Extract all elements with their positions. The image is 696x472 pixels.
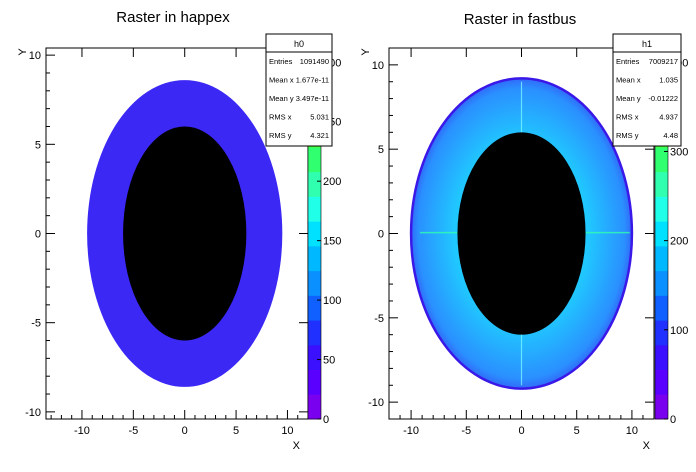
palette-band: [655, 270, 668, 296]
stats-row-label: RMS x: [616, 113, 639, 122]
z-tick-label: 0: [323, 414, 329, 426]
x-tick-label: 0: [182, 425, 188, 437]
inner-hole-region: [123, 126, 247, 341]
palette-band: [308, 320, 321, 346]
palette-band: [308, 146, 321, 173]
x-tick-label: 5: [233, 425, 239, 437]
x-tick-label: 10: [281, 425, 293, 437]
stats-row-value: 5.031: [310, 113, 329, 122]
y-tick-label: -5: [374, 313, 384, 325]
palette-band: [308, 295, 321, 321]
palette-band: [308, 394, 321, 420]
y-tick-label: 5: [35, 139, 41, 151]
stats-row-value: -0.01222: [648, 94, 678, 103]
stats-row-value: 1.677e-11: [296, 76, 329, 85]
y-axis-label: Y: [17, 48, 29, 56]
palette-band: [308, 221, 321, 247]
stats-row-label: Mean y: [616, 94, 641, 103]
x-tick-label: -10: [403, 425, 419, 437]
stats-row-value: 1091490: [300, 57, 329, 66]
palette-band: [655, 369, 668, 395]
chart-panel-1: Raster in fastbus -10 -5 0 5 10 -10 -5 0 5 10 X Y 0 10…: [360, 11, 688, 452]
stats-row-label: RMS x: [269, 113, 292, 122]
palette-band: [308, 245, 321, 272]
x-tick-label: 0: [518, 425, 524, 437]
stats-row-value: 4.937: [659, 113, 678, 122]
stats-histogram-name: h0: [294, 39, 304, 49]
palette-band: [655, 171, 668, 197]
palette-band: [655, 295, 668, 321]
palette-band: [308, 344, 321, 371]
palette-band: [655, 221, 668, 247]
palette-band: [655, 344, 668, 371]
y-tick-label: 10: [29, 50, 41, 62]
palette-band: [308, 171, 321, 197]
stats-box-frame: [265, 33, 333, 147]
palette-band: [308, 369, 321, 395]
z-tick-label: 200: [670, 236, 688, 248]
z-tick-label: 100: [323, 295, 341, 307]
inner-hole-region: [457, 132, 586, 335]
stats-row-value: 4.321: [310, 131, 329, 140]
x-tick-label: -5: [461, 425, 471, 437]
stats-row-value: 3.497e-11: [296, 94, 329, 103]
palette-band: [308, 196, 321, 222]
stats-row-value: 1.035: [659, 76, 678, 85]
stats-row-label: Entries: [269, 57, 293, 66]
palette-band: [308, 270, 321, 296]
y-tick-label: -5: [31, 318, 41, 330]
palette-band: [655, 394, 668, 420]
z-tick-label: 150: [323, 236, 341, 248]
stats-row-label: Mean x: [269, 76, 294, 85]
stats-row-label: RMS y: [616, 131, 639, 140]
x-axis-label: X: [643, 440, 651, 452]
y-axis-label: Y: [360, 48, 372, 56]
y-tick-label: -10: [25, 407, 41, 419]
stats-histogram-name: h1: [642, 39, 652, 49]
z-tick-label: 100: [670, 325, 688, 337]
chart-panel-0: Raster in happex-10 -5 0 5 10-10-50510XY0501…: [17, 9, 341, 452]
chart-title: Raster in fastbus: [464, 11, 577, 28]
y-tick-label: 5: [378, 144, 384, 156]
z-tick-label: 300: [670, 146, 688, 158]
x-axis-label: X: [293, 440, 301, 452]
stats-row-label: Entries: [616, 57, 640, 66]
x-tick-label: 10: [626, 425, 638, 437]
palette-band: [655, 320, 668, 346]
stats-row-label: RMS y: [269, 131, 292, 140]
stats-box-frame: [612, 33, 682, 147]
x-tick-label: 5: [574, 425, 580, 437]
z-tick-label: 50: [323, 355, 335, 367]
stats-row-label: Mean y: [269, 94, 294, 103]
y-tick-label: -10: [368, 397, 384, 409]
x-tick-label: -10: [74, 425, 90, 437]
palette-band: [655, 245, 668, 272]
y-tick-label: 10: [372, 60, 384, 72]
stats-row-value: 7009217: [649, 57, 678, 66]
z-tick-label: 0: [670, 414, 676, 426]
palette-band: [655, 146, 668, 173]
y-tick-label: 0: [378, 229, 384, 241]
z-tick-label: 200: [323, 176, 341, 188]
y-tick-label: 0: [35, 229, 41, 241]
stats-row-label: Mean x: [616, 76, 641, 85]
chart-title: Raster in happex: [116, 9, 230, 26]
x-tick-label: -5: [128, 425, 138, 437]
palette-band: [655, 196, 668, 222]
stats-row-value: 4.48: [663, 131, 678, 140]
